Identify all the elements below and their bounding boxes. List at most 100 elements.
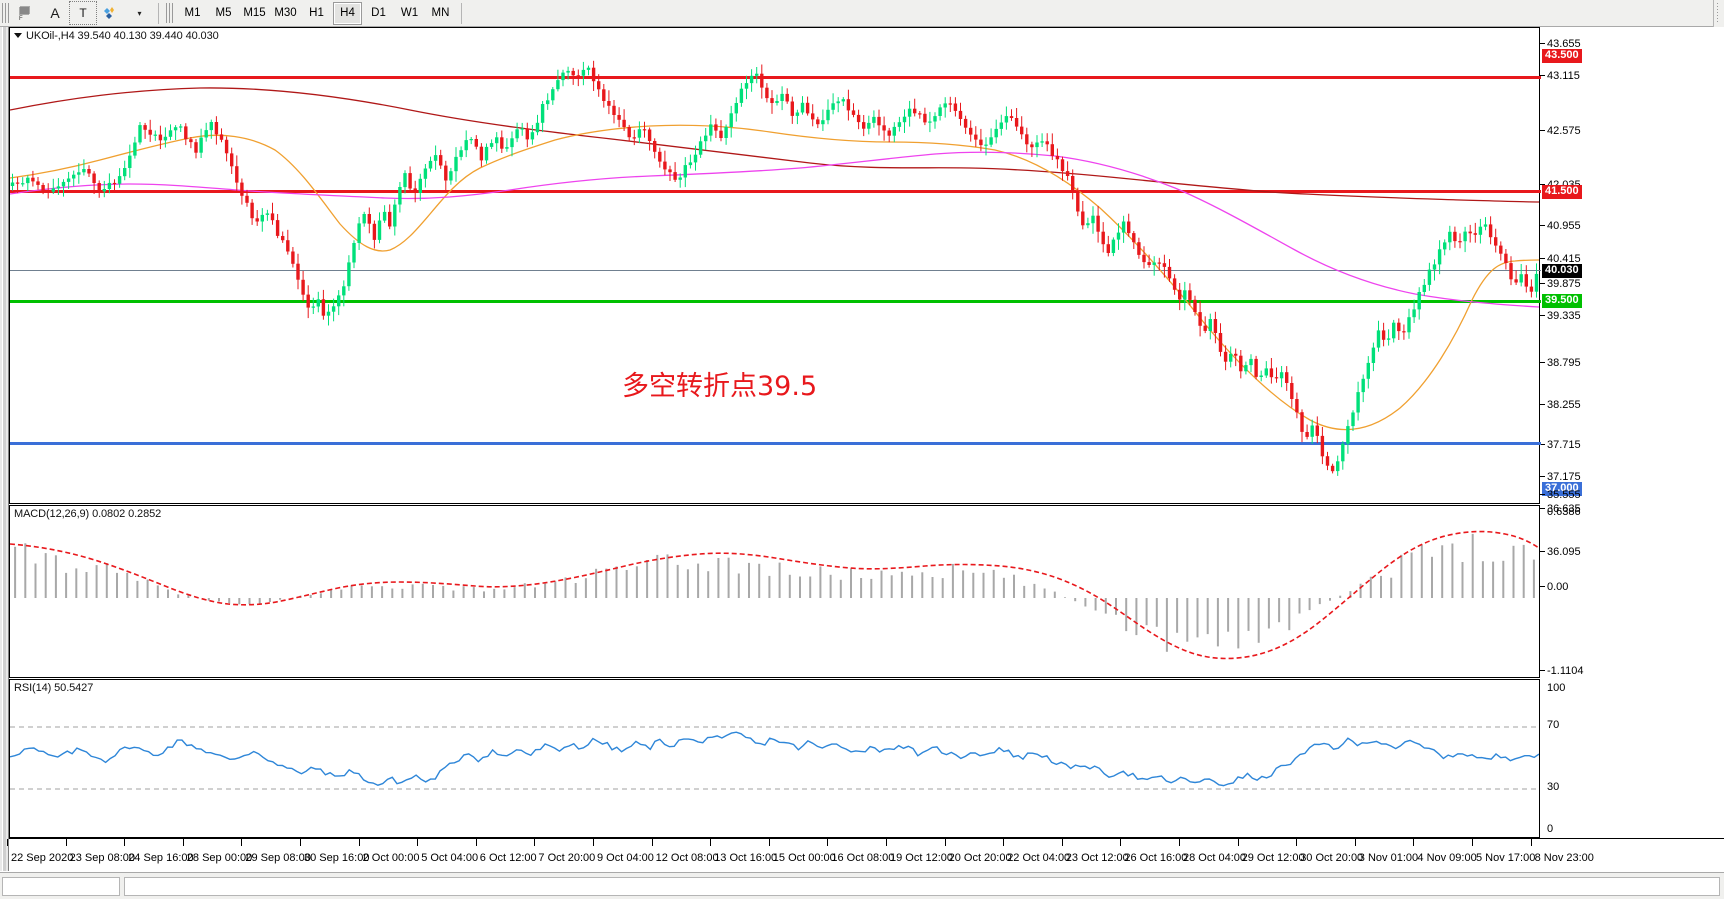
level-line-39500	[10, 300, 1541, 303]
time-tick	[944, 839, 946, 846]
price-tag-40030: 40.030	[1542, 264, 1582, 278]
time-axis-label: 3 Nov 01:00	[1358, 852, 1419, 864]
objects-dropdown-glyph: ▾	[137, 8, 142, 18]
time-tick	[1120, 839, 1122, 846]
timeframe-drag-handle[interactable]	[166, 3, 175, 23]
time-axis-label: 23 Oct 12:00	[1065, 852, 1129, 864]
time-tick	[1413, 839, 1415, 846]
price-tick-9: 38.255	[1540, 399, 1581, 411]
time-axis-label: 4 Nov 09:00	[1417, 852, 1477, 864]
timeframe-m15[interactable]: M15	[243, 7, 266, 19]
time-tick	[651, 839, 653, 846]
price-tick-6: 39.875	[1540, 278, 1581, 290]
price-axis[interactable]: 43.655 43.500 43.115 42.575 42.035 41.50…	[1540, 27, 1724, 838]
time-axis[interactable]: 22 Sep 2020 23 Sep 08:00 24 Sep 16:00 28 Se…	[7, 838, 1724, 871]
timeframe-mn[interactable]: MN	[431, 7, 450, 19]
objects-dropdown-icon[interactable]: ▾	[125, 1, 153, 25]
time-tick	[1530, 839, 1532, 846]
price-tick-13: 36.095	[1540, 546, 1581, 558]
crosshair-icon[interactable]: F	[13, 1, 41, 25]
time-tick	[7, 839, 8, 846]
price-tick-1: 43.115	[1540, 70, 1580, 82]
rsi-pane[interactable]: RSI(14) 50.5427	[9, 679, 1540, 838]
price-tick-5: 40.415	[1540, 253, 1581, 265]
time-tick	[593, 839, 594, 846]
chart-scroll-left[interactable]	[0, 27, 9, 871]
candlestick-series	[10, 60, 1539, 476]
price-tick-10: 37.715	[1540, 439, 1581, 451]
time-axis-label: 15 Oct 00:00	[772, 852, 836, 864]
time-axis-label: 23 Sep 08:00	[69, 852, 136, 864]
time-tick	[768, 839, 770, 846]
time-axis-label: 28 Sep 00:00	[186, 852, 253, 864]
timeframe-d1[interactable]: D1	[371, 7, 386, 19]
time-axis-label: 24 Sep 16:00	[128, 852, 194, 864]
time-tick	[886, 839, 887, 846]
toolbar-drag-handle[interactable]	[2, 3, 11, 23]
time-axis-label: 5 Nov 17:00	[1476, 852, 1536, 864]
price-tag-37000: 37.000	[1542, 482, 1582, 496]
timeframe-h1[interactable]: H1	[309, 7, 324, 19]
time-tick	[534, 839, 536, 846]
svg-text:F: F	[19, 16, 23, 21]
time-axis-label: 30 Oct 20:00	[1300, 852, 1364, 864]
macd-plot	[10, 530, 1539, 660]
price-tick-11: 37.175	[1540, 471, 1581, 483]
toolbar-separator	[158, 2, 159, 24]
time-tick	[417, 839, 419, 846]
time-tick	[475, 839, 477, 846]
status-cell-left[interactable]	[2, 876, 120, 896]
price-tick-4: 40.955	[1540, 220, 1581, 232]
time-tick	[710, 839, 712, 846]
rsi-label: RSI(14) 50.5427	[14, 682, 94, 694]
timeframe-w1[interactable]: W1	[400, 7, 419, 19]
price-tick-12: 36.635	[1540, 503, 1581, 515]
level-line-41500	[10, 190, 1541, 193]
macd-pane[interactable]: MACD(12,26,9) 0.0802 0.2852	[9, 505, 1540, 678]
toolbar-overflow-handle[interactable]	[1713, 0, 1724, 27]
chart-annotation: 多空转折点39.5	[622, 371, 818, 402]
time-axis-label: 8 Nov 23:00	[1534, 852, 1594, 864]
objects-icon[interactable]	[97, 1, 125, 25]
time-tick	[1472, 839, 1473, 846]
symbol-label: UKOil-,H4 39.540 40.130 39.440 40.030	[14, 30, 219, 42]
time-tick	[65, 839, 67, 846]
time-axis-label: 22 Sep 2020	[11, 852, 74, 864]
time-tick	[1237, 839, 1239, 846]
timeframe-h4[interactable]: H4	[333, 1, 362, 25]
macd-tick-zero: 0.00	[1540, 581, 1568, 593]
price-tick-bottom: 35.555	[1540, 489, 1581, 501]
time-axis-label: 2 Oct 00:00	[362, 852, 420, 864]
rsi-plot	[10, 726, 1539, 790]
level-line-40030	[10, 270, 1541, 271]
chart-frame: UKOil-,H4 39.540 40.130 39.440 40.030 多空…	[0, 27, 1724, 899]
time-axis-label: 6 Oct 12:00	[479, 852, 537, 864]
time-axis-label: 22 Oct 04:00	[1007, 852, 1071, 864]
time-tick	[827, 839, 829, 846]
price-tick-7: 39.335	[1540, 310, 1581, 322]
text-label-icon[interactable]: T	[69, 1, 97, 25]
timeframe-m5[interactable]: M5	[215, 7, 232, 19]
time-axis-label: 5 Oct 04:00	[421, 852, 479, 864]
time-axis-label: 20 Oct 20:00	[948, 852, 1012, 864]
price-tag-39500: 39.500	[1542, 294, 1582, 308]
time-tick	[1354, 839, 1356, 846]
timeframe-m30[interactable]: M30	[274, 7, 297, 19]
time-axis-label: 28 Oct 04:00	[1183, 852, 1246, 864]
symbol-collapse-icon[interactable]	[14, 32, 22, 38]
text-tool-icon[interactable]: A	[41, 1, 69, 25]
time-tick	[1003, 839, 1005, 846]
time-axis-label: 30 Sep 16:00	[304, 852, 370, 864]
time-tick	[1296, 839, 1298, 846]
price-tick-8: 38.795	[1540, 357, 1581, 369]
time-axis-label: 16 Oct 08:00	[831, 852, 895, 864]
price-pane[interactable]: UKOil-,H4 39.540 40.130 39.440 40.030 多空…	[9, 27, 1541, 504]
time-axis-label: 12 Oct 08:00	[655, 852, 719, 864]
time-axis-label: 7 Oct 20:00	[538, 852, 596, 864]
timeframe-m1[interactable]: M1	[184, 7, 201, 19]
status-bar	[0, 872, 1724, 899]
rsi-tick-70: 70	[1547, 719, 1560, 731]
time-tick	[300, 839, 301, 846]
status-cell-right[interactable]	[124, 876, 1720, 896]
time-tick	[1179, 839, 1180, 846]
